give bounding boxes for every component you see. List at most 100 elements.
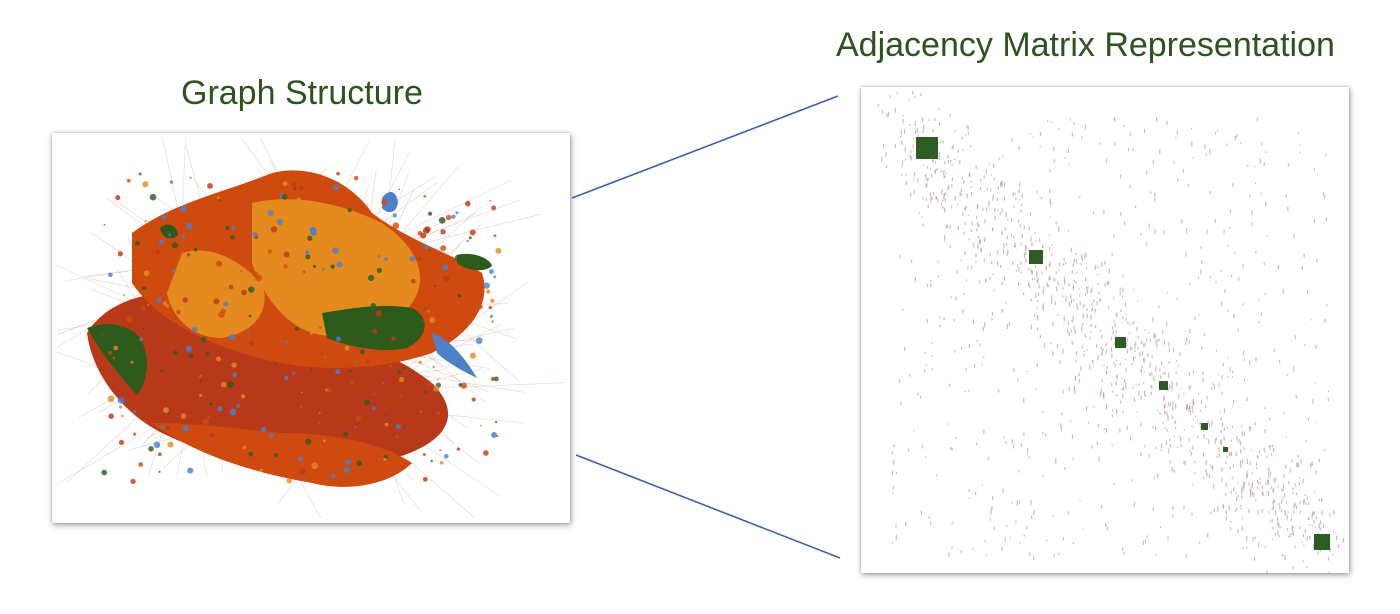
graph-node bbox=[384, 257, 388, 261]
matrix-entry bbox=[1194, 415, 1197, 418]
matrix-entry bbox=[1183, 392, 1185, 395]
matrix-entry bbox=[1073, 280, 1075, 283]
matrix-entry bbox=[1123, 551, 1125, 556]
matrix-entry bbox=[1249, 493, 1252, 498]
matrix-entry bbox=[1075, 359, 1077, 363]
graph-node bbox=[298, 456, 303, 462]
matrix-entry bbox=[1263, 262, 1265, 266]
matrix-entry bbox=[1137, 346, 1139, 350]
matrix-entry bbox=[1322, 523, 1325, 529]
matrix-entry bbox=[1055, 271, 1057, 274]
matrix-entry bbox=[1188, 437, 1190, 442]
graph-node bbox=[395, 423, 401, 430]
matrix-entry bbox=[1209, 191, 1211, 194]
graph-node bbox=[143, 286, 147, 290]
matrix-entry bbox=[1188, 407, 1190, 412]
graph-node bbox=[375, 310, 383, 317]
matrix-entry bbox=[1085, 252, 1087, 258]
graph-node bbox=[443, 453, 449, 459]
matrix-entry bbox=[1196, 418, 1199, 421]
matrix-entry bbox=[951, 521, 953, 525]
matrix-entry bbox=[1292, 487, 1294, 491]
matrix-entry bbox=[1251, 210, 1253, 216]
matrix-entry bbox=[996, 197, 998, 201]
matrix-entry bbox=[966, 125, 968, 128]
matrix-entry bbox=[1270, 486, 1273, 489]
matrix-entry bbox=[1064, 261, 1066, 265]
matrix-entry bbox=[936, 167, 938, 170]
matrix-entry bbox=[1312, 510, 1314, 514]
matrix-entry bbox=[1106, 342, 1108, 346]
matrix-entry bbox=[1144, 394, 1146, 398]
graph-node bbox=[236, 403, 241, 408]
graph-node bbox=[492, 433, 495, 437]
matrix-entry bbox=[1308, 516, 1310, 520]
graph-node bbox=[284, 375, 289, 380]
matrix-entry bbox=[953, 319, 955, 322]
matrix-entry bbox=[1289, 534, 1291, 538]
matrix-entry bbox=[1167, 535, 1169, 540]
matrix-entry bbox=[1246, 397, 1248, 402]
matrix-entry bbox=[1097, 266, 1099, 269]
matrix-entry bbox=[1179, 435, 1181, 438]
matrix-entry bbox=[1119, 400, 1122, 404]
matrix-entry bbox=[1223, 427, 1225, 431]
matrix-entry bbox=[943, 171, 945, 176]
matrix-entry bbox=[1140, 368, 1142, 374]
matrix-entry bbox=[1042, 290, 1044, 295]
matrix-entry bbox=[951, 146, 953, 149]
matrix-entry bbox=[1177, 365, 1179, 367]
matrix-entry bbox=[1233, 487, 1235, 492]
matrix-entry bbox=[990, 188, 992, 192]
graph-node bbox=[154, 272, 157, 275]
graph-node bbox=[493, 275, 496, 279]
matrix-entry bbox=[1209, 464, 1211, 467]
matrix-entry bbox=[978, 235, 980, 239]
matrix-entry bbox=[1257, 455, 1259, 459]
matrix-entry bbox=[1229, 367, 1231, 373]
matrix-entry bbox=[1091, 287, 1093, 292]
matrix-entry bbox=[978, 224, 980, 227]
matrix-entry bbox=[992, 273, 994, 276]
matrix-entry bbox=[1029, 133, 1032, 135]
matrix-entry bbox=[1023, 534, 1025, 537]
graph-node bbox=[469, 352, 477, 359]
matrix-entry bbox=[1057, 314, 1059, 317]
matrix-entry bbox=[1294, 545, 1296, 549]
matrix-entry bbox=[938, 123, 941, 126]
graph-node bbox=[241, 394, 246, 399]
matrix-entry bbox=[947, 160, 950, 163]
matrix-entry bbox=[1288, 535, 1290, 538]
matrix-entry bbox=[1241, 425, 1243, 427]
matrix-entry bbox=[1234, 509, 1236, 513]
matrix-entry bbox=[971, 265, 973, 270]
matrix-entry bbox=[931, 173, 933, 178]
matrix-entry bbox=[1073, 262, 1075, 266]
matrix-entry bbox=[1274, 509, 1277, 515]
matrix-entry bbox=[1042, 305, 1044, 311]
matrix-entry bbox=[1111, 414, 1113, 418]
matrix-entry bbox=[1006, 525, 1008, 527]
matrix-entry bbox=[1125, 367, 1127, 373]
matrix-entry bbox=[1225, 461, 1227, 465]
matrix-entry bbox=[1106, 158, 1108, 164]
matrix-entry bbox=[1342, 538, 1344, 543]
matrix-entry bbox=[1187, 183, 1189, 187]
matrix-entry bbox=[939, 324, 941, 328]
matrix-entry bbox=[1147, 352, 1149, 357]
graph-node bbox=[284, 340, 289, 344]
matrix-entry bbox=[929, 192, 931, 197]
matrix-entry bbox=[1143, 382, 1145, 384]
graph-node bbox=[384, 422, 389, 427]
matrix-entry bbox=[986, 207, 988, 212]
matrix-entry bbox=[968, 497, 970, 499]
matrix-entry bbox=[985, 169, 987, 174]
matrix-entry bbox=[1261, 509, 1263, 513]
matrix-entry bbox=[927, 178, 929, 182]
graph-node bbox=[328, 475, 331, 478]
matrix-entry bbox=[1240, 449, 1242, 454]
matrix-entry bbox=[1292, 532, 1294, 536]
matrix-entry bbox=[1129, 184, 1131, 189]
matrix-community-block bbox=[1159, 381, 1168, 390]
matrix-entry bbox=[1203, 433, 1205, 439]
